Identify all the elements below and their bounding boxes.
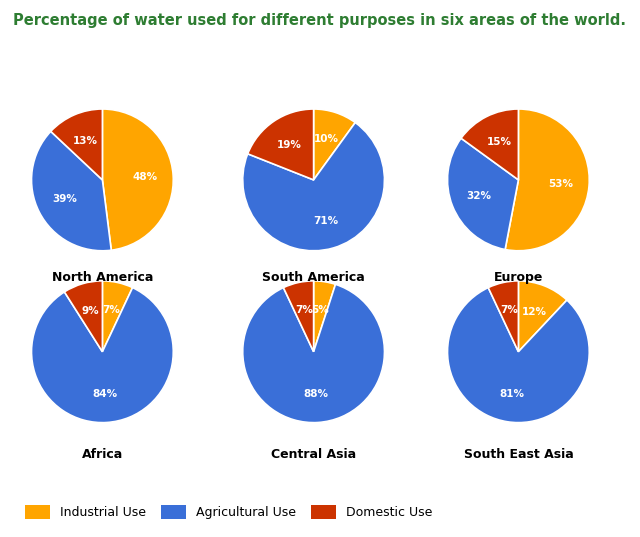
Text: Central Asia: Central Asia: [271, 448, 356, 461]
Text: Percentage of water used for different purposes in six areas of the world.: Percentage of water used for different p…: [13, 13, 626, 28]
Text: 7%: 7%: [500, 305, 518, 315]
Wedge shape: [102, 109, 173, 250]
Legend: Industrial Use, Agricultural Use, Domestic Use: Industrial Use, Agricultural Use, Domest…: [19, 498, 439, 525]
Wedge shape: [102, 281, 132, 352]
Wedge shape: [51, 109, 102, 180]
Wedge shape: [518, 281, 567, 352]
Text: 19%: 19%: [277, 140, 302, 150]
Text: 7%: 7%: [296, 305, 313, 315]
Wedge shape: [65, 281, 102, 352]
Text: 39%: 39%: [52, 194, 77, 204]
Text: 88%: 88%: [304, 389, 329, 399]
Text: South East Asia: South East Asia: [463, 448, 573, 461]
Wedge shape: [461, 109, 518, 180]
Text: 15%: 15%: [486, 137, 511, 147]
Text: 71%: 71%: [313, 216, 338, 226]
Text: 53%: 53%: [548, 179, 573, 189]
Text: North America: North America: [52, 271, 153, 284]
Text: 9%: 9%: [82, 306, 99, 316]
Text: 48%: 48%: [132, 172, 157, 182]
Text: 13%: 13%: [73, 136, 98, 146]
Wedge shape: [243, 284, 385, 423]
Text: 32%: 32%: [467, 191, 492, 200]
Wedge shape: [31, 288, 173, 423]
Text: 81%: 81%: [499, 389, 524, 399]
Text: 12%: 12%: [522, 307, 547, 317]
Wedge shape: [488, 281, 518, 352]
Text: 7%: 7%: [103, 305, 120, 315]
Wedge shape: [505, 109, 589, 251]
Text: Africa: Africa: [82, 448, 123, 461]
Wedge shape: [31, 132, 111, 251]
Wedge shape: [284, 281, 314, 352]
Wedge shape: [447, 138, 518, 250]
Text: South America: South America: [262, 271, 365, 284]
Wedge shape: [314, 281, 335, 352]
Wedge shape: [248, 109, 314, 180]
Text: Europe: Europe: [493, 271, 543, 284]
Text: 10%: 10%: [314, 134, 339, 144]
Wedge shape: [314, 109, 355, 180]
Wedge shape: [243, 122, 385, 251]
Text: 5%: 5%: [312, 304, 329, 315]
Text: 84%: 84%: [93, 389, 118, 399]
Wedge shape: [447, 288, 589, 423]
